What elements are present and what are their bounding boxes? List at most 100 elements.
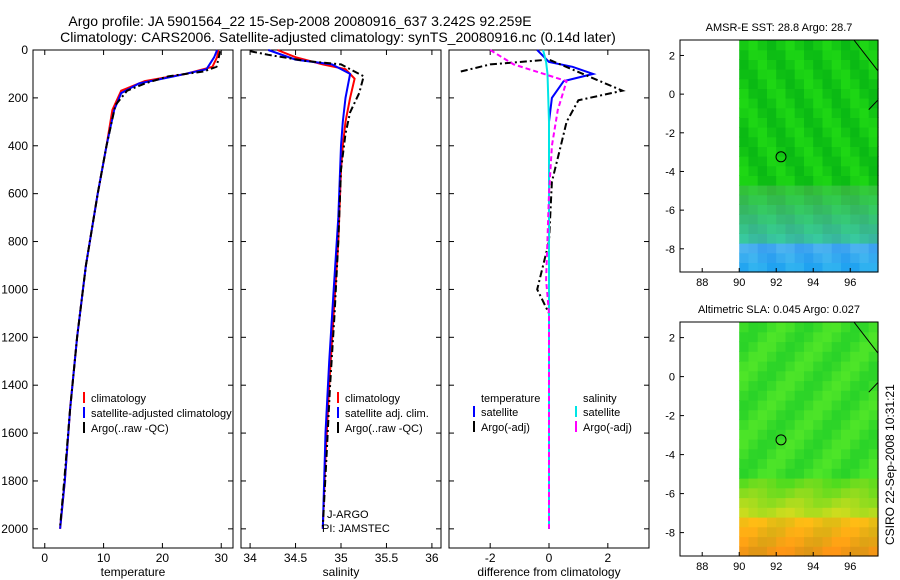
map-cell-sst_map: [831, 49, 842, 60]
map-y-tick-label-sla_map: 0: [669, 372, 675, 384]
map-cell-sla_map: [757, 487, 768, 499]
map-cell-sst_map: [785, 78, 796, 89]
map-cell-sla_map: [767, 478, 777, 489]
map-cell-sla_map: [767, 351, 777, 362]
map-cell-sla_map: [868, 487, 879, 499]
map-cell-sla_map: [776, 468, 787, 479]
map-cell-sst_map: [776, 40, 787, 51]
map-cell-sst_map: [739, 136, 750, 147]
map-cell-sla_map: [776, 526, 787, 538]
map-cell-sla_map: [757, 507, 768, 518]
map-cell-sla_map: [748, 497, 759, 508]
map-cell-sst_map: [776, 175, 787, 186]
map-cell-sla_map: [785, 439, 796, 450]
map-x-tick-label-sla_map: 96: [844, 561, 856, 573]
map-cell-sst_map: [813, 185, 824, 196]
map-cell-sla_map: [841, 322, 851, 333]
map-cell-sst_map: [850, 49, 861, 60]
map-cell-sst_map: [804, 69, 814, 80]
map-cell-sst_map: [767, 262, 777, 273]
map-cell-sla_map: [859, 497, 870, 508]
map-cell-sst_map: [757, 243, 768, 254]
map-cell-sst_map: [794, 243, 805, 254]
legend-temperature-label: satellite-adjusted climatology: [91, 408, 232, 420]
map-cell-sst_map: [776, 117, 787, 128]
map-cell-sst_map: [831, 214, 842, 225]
map-cell-sla_map: [822, 351, 833, 362]
map-cell-sst_map: [841, 194, 851, 205]
map-cell-sst_map: [868, 175, 879, 186]
map-cell-sst_map: [831, 88, 842, 99]
map-cell-sla_map: [739, 458, 750, 469]
map-cell-sla_map: [739, 507, 750, 518]
map-cell-sst_map: [859, 107, 870, 118]
map-cell-sla_map: [831, 351, 842, 362]
series-line-salinity: [249, 50, 365, 527]
map-cell-sla_map: [804, 429, 814, 440]
axes-frame-salinity: [240, 49, 442, 549]
map-cell-sla_map: [739, 380, 750, 391]
map-cell-sst_map: [813, 88, 824, 99]
map-cell-sla_map: [757, 536, 768, 547]
y-tick-label: 1000: [1, 282, 28, 296]
map-cell-sla_map: [822, 439, 833, 450]
map-cell-sst_map: [804, 252, 814, 263]
map-cell-sst_map: [767, 40, 777, 51]
map-cell-sst_map: [822, 252, 833, 263]
map-cell-sst_map: [859, 252, 870, 263]
map-cell-sla_map: [739, 419, 750, 430]
map-cell-sla_map: [739, 487, 750, 499]
map-cell-sla_map: [850, 458, 861, 469]
map-cell-sst_map: [767, 185, 777, 196]
map-cell-sla_map: [804, 409, 814, 421]
map-cell-sst_map: [748, 88, 759, 99]
map-cell-sla_map: [831, 400, 842, 411]
map-cell-sla_map: [739, 526, 750, 538]
map-cell-sla_map: [822, 448, 833, 460]
map-cell-sst_map: [850, 40, 861, 51]
map-cell-sst_map: [868, 185, 879, 196]
map-cell-sla_map: [776, 409, 787, 421]
map-cell-sst_map: [776, 78, 787, 89]
map-cell-sst_map: [748, 204, 759, 215]
map-cell-sst_map: [841, 88, 851, 99]
map-cell-sla_map: [841, 497, 851, 508]
map-cell-sst_map: [785, 185, 796, 196]
map-cell-sst_map: [757, 175, 768, 186]
map-cell-sla_map: [822, 497, 833, 508]
map-cell-sst_map: [841, 69, 851, 80]
map-cell-sst_map: [822, 233, 833, 244]
map-cell-sst_map: [794, 146, 805, 157]
map-cell-sla_map: [739, 390, 750, 401]
map-cell-sst_map: [831, 136, 842, 147]
map-cell-sst_map: [841, 78, 851, 89]
map-cell-sla_map: [813, 429, 824, 440]
map-cell-sst_map: [804, 40, 814, 51]
map-cell-sst_map: [776, 88, 787, 99]
map-cell-sst_map: [748, 127, 759, 138]
map-cell-sst_map: [794, 40, 805, 51]
map-cell-sla_map: [748, 419, 759, 430]
map-cell-sst_map: [804, 78, 814, 89]
map-cell-sla_map: [841, 400, 851, 411]
map-cell-sst_map: [859, 204, 870, 215]
map-cell-sla_map: [859, 429, 870, 440]
map-cell-sla_map: [850, 448, 861, 460]
map-cell-sla_map: [841, 390, 851, 401]
map-cell-sst_map: [776, 59, 787, 70]
y-tick-label: 1400: [1, 378, 28, 392]
map-cell-sla_map: [822, 458, 833, 469]
map-cell-sst_map: [748, 156, 759, 167]
map-cell-sla_map: [739, 497, 750, 508]
map-cell-sst_map: [739, 127, 750, 138]
map-cell-sla_map: [794, 419, 805, 430]
map-cell-sst_map: [841, 204, 851, 215]
map-cell-sst_map: [757, 262, 768, 273]
map-cell-sst_map: [785, 223, 796, 234]
map-cell-sla_map: [813, 331, 824, 343]
map-cell-sla_map: [804, 448, 814, 460]
map-cell-sst_map: [804, 194, 814, 205]
map-cell-sst_map: [767, 78, 777, 89]
map-cell-sst_map: [822, 88, 833, 99]
map-cell-sst_map: [868, 156, 879, 167]
